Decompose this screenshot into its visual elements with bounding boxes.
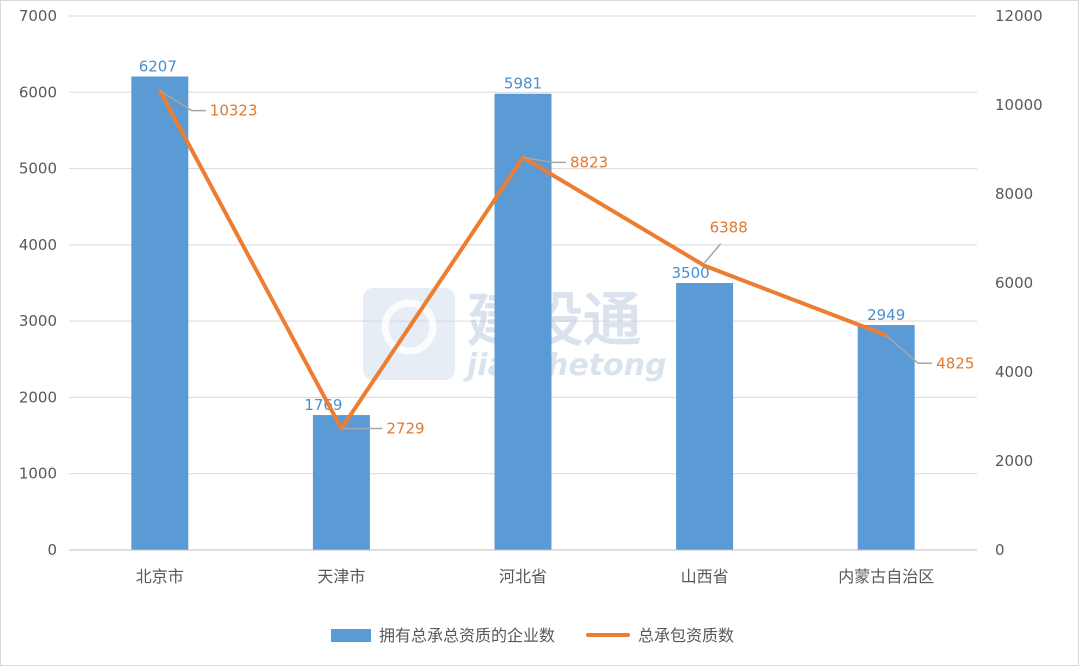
leader-line bbox=[885, 334, 933, 365]
watermark-text: 建设通 bbox=[467, 286, 641, 354]
legend-label-line: 总承包资质数 bbox=[638, 626, 734, 645]
leader-line bbox=[522, 156, 566, 164]
y2-tick-label: 0 bbox=[995, 541, 1005, 559]
x-tick-label: 天津市 bbox=[317, 567, 365, 586]
line-data-label: 10323 bbox=[210, 102, 258, 120]
y2-tick-label: 8000 bbox=[995, 185, 1033, 203]
y-tick-label: 0 bbox=[47, 541, 57, 559]
leader-line bbox=[704, 243, 722, 264]
bar-data-label: 5981 bbox=[504, 75, 542, 93]
x-tick-label: 河北省 bbox=[499, 567, 547, 586]
y2-tick-label: 10000 bbox=[995, 96, 1043, 114]
y-tick-label: 3000 bbox=[19, 312, 57, 330]
y-tick-label: 6000 bbox=[19, 83, 57, 101]
x-tick-label: 山西省 bbox=[681, 567, 729, 586]
y2-tick-label: 4000 bbox=[995, 363, 1033, 381]
y2-tick-label: 12000 bbox=[995, 7, 1043, 25]
line-data-label: 4825 bbox=[936, 354, 974, 372]
watermark-logo-ring bbox=[381, 299, 437, 355]
y2-tick-label: 6000 bbox=[995, 274, 1033, 292]
bar bbox=[857, 325, 915, 550]
legend-label-bar: 拥有总承总资质的企业数 bbox=[379, 626, 555, 645]
bar bbox=[676, 283, 734, 550]
line-data-label: 2729 bbox=[386, 420, 424, 438]
watermark-subtext: jianshetong bbox=[463, 348, 667, 383]
x-tick-label: 北京市 bbox=[136, 567, 184, 586]
bar bbox=[312, 415, 370, 550]
bar-data-label: 6207 bbox=[139, 57, 177, 75]
bar bbox=[494, 93, 552, 551]
y-tick-label: 1000 bbox=[19, 465, 57, 483]
legend-swatch-bar bbox=[331, 629, 371, 642]
y2-tick-label: 2000 bbox=[995, 452, 1033, 470]
x-tick-label: 内蒙古自治区 bbox=[838, 567, 934, 586]
y-tick-label: 2000 bbox=[19, 388, 57, 406]
line-data-label: 8823 bbox=[570, 153, 608, 171]
leader-line bbox=[159, 89, 206, 112]
y-tick-label: 4000 bbox=[19, 236, 57, 254]
bar-data-label: 2949 bbox=[867, 306, 905, 324]
y-tick-label: 5000 bbox=[19, 160, 57, 178]
bar-data-label: 3500 bbox=[672, 264, 710, 282]
bar bbox=[131, 76, 189, 550]
line-data-label: 6388 bbox=[710, 219, 748, 237]
y-tick-label: 7000 bbox=[19, 7, 57, 25]
watermark-logo bbox=[363, 288, 455, 380]
